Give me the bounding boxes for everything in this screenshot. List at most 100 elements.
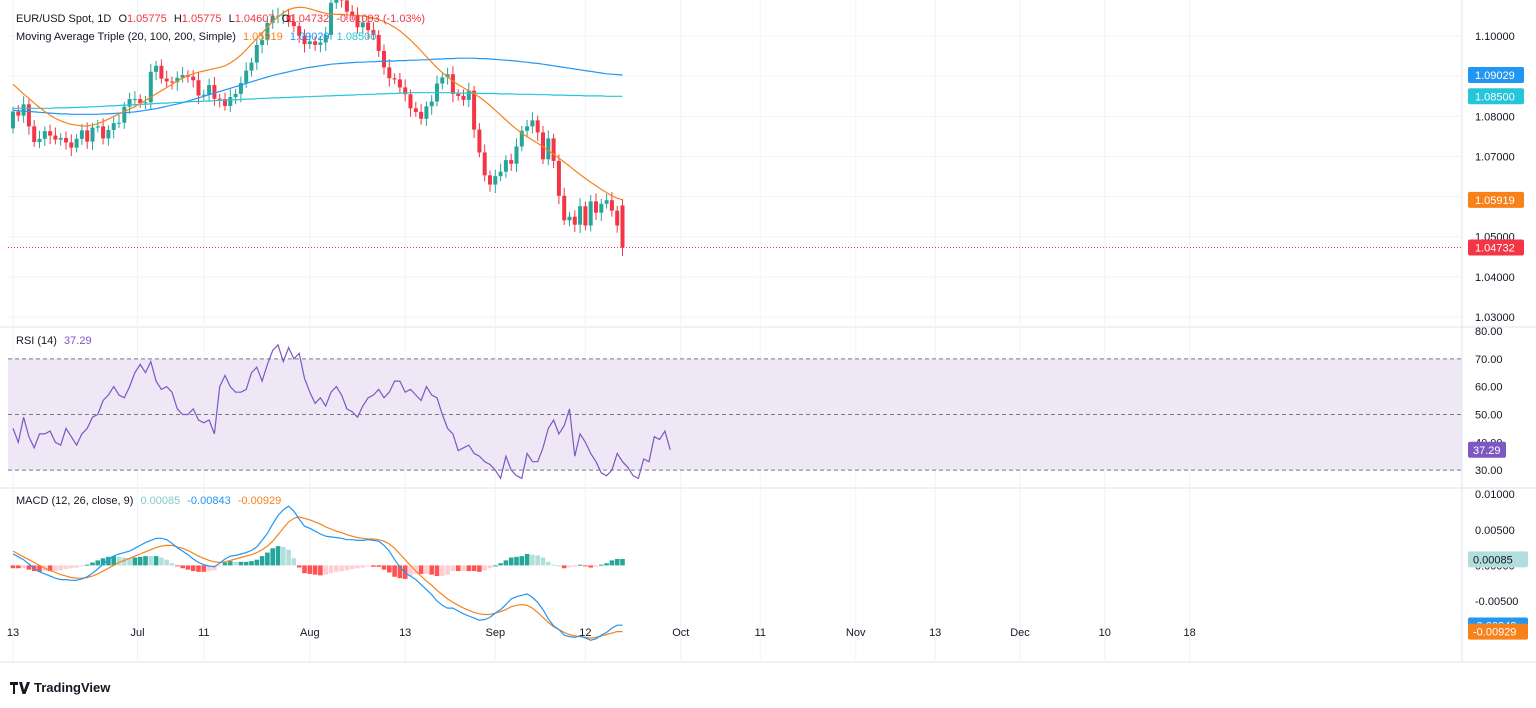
price-badge-label: 1.05919 (1475, 195, 1515, 207)
candle-body (456, 94, 460, 96)
macd-histogram-bar (334, 565, 339, 571)
macd-signal-badge-label: -0.00929 (1473, 627, 1516, 639)
tradingview-logo[interactable]: TradingView (10, 680, 110, 695)
close-label: C (282, 13, 290, 25)
macd-histogram-bar (260, 556, 265, 565)
macd-histogram-bar (164, 560, 169, 566)
open-value: 1.05775 (127, 13, 167, 25)
macd-histogram-bar (382, 565, 387, 569)
candle-body (515, 146, 519, 163)
macd-histogram-bar (180, 565, 185, 568)
candle-body (488, 175, 492, 184)
macd-histogram-bar (541, 558, 546, 566)
candle-body (583, 206, 587, 225)
x-tick-label: Aug (300, 627, 320, 639)
ma20-value: 1.05919 (243, 31, 283, 43)
macd-histogram-bar (69, 565, 74, 568)
candle-body (53, 136, 57, 140)
macd-histogram-bar (546, 562, 551, 566)
ma-title: Moving Average Triple (20, 100, 200, Sim… (16, 31, 236, 43)
rsi-tick-label: 60.00 (1475, 382, 1503, 394)
macd-histogram-bar (170, 563, 175, 565)
macd-histogram-bar (117, 557, 122, 566)
macd-histogram-bar (255, 560, 260, 566)
candle-body (477, 130, 481, 153)
macd-histogram-bar (557, 565, 562, 566)
macd-histogram-bar (143, 556, 148, 565)
ma-legend: Moving Average Triple (20, 100, 200, Sim… (16, 30, 380, 44)
candle-body (96, 126, 100, 127)
macd-histogram-bar (313, 565, 318, 574)
macd-pane (11, 506, 625, 640)
candle-body (101, 126, 105, 138)
macd-histogram-bar (588, 565, 593, 567)
macd-histogram-bar (350, 565, 355, 569)
candle-body (462, 96, 466, 100)
candle-body (228, 97, 232, 106)
macd-histogram-bar (85, 565, 90, 566)
macd-histogram-bar (520, 556, 525, 565)
macd-histogram-bar (573, 565, 578, 566)
macd-histogram-bar (80, 565, 85, 566)
candle-body (64, 138, 68, 142)
price-badge-label: 1.04732 (1475, 242, 1515, 254)
macd-histogram-bar (239, 562, 244, 566)
x-tick-label: Nov (846, 627, 866, 639)
candle-body (212, 85, 216, 99)
macd-histogram-bar (191, 565, 196, 571)
macd-histogram-bar (244, 562, 249, 566)
candle-body (525, 126, 529, 130)
candle-body (419, 112, 423, 119)
macd-histogram-bar (90, 563, 95, 566)
macd-histogram-bar (583, 565, 588, 566)
macd-histogram-bar (286, 550, 291, 566)
x-tick-label: 13 (929, 627, 941, 639)
macd-histogram-bar (594, 565, 599, 566)
candle-body (69, 142, 73, 147)
candle-body (32, 126, 36, 142)
candle-body (568, 217, 572, 221)
candle-body (16, 112, 20, 116)
candle-body (499, 172, 503, 176)
high-label: H (174, 13, 182, 25)
candle-body (144, 102, 148, 103)
candle-body (562, 196, 566, 220)
macd-histogram-bar (159, 558, 164, 566)
candle-body (117, 123, 121, 124)
candle-body (472, 91, 476, 130)
macd-line-value: -0.00843 (187, 495, 230, 507)
candle-body (414, 108, 418, 112)
macd-histogram-bar (482, 565, 487, 570)
x-tick-label: 10 (1099, 627, 1111, 639)
macd-histogram-bar (138, 557, 143, 566)
macd-histogram-bar (323, 565, 328, 574)
candle-body (382, 51, 386, 67)
macd-line (13, 506, 623, 640)
macd-histogram-bar (297, 565, 302, 567)
macd-histogram-bar (175, 565, 180, 566)
macd-histogram-bar (509, 558, 514, 566)
rsi-pane (8, 345, 1462, 479)
macd-histogram-bar (217, 565, 222, 566)
candle-body (22, 104, 26, 115)
x-tick-label: 18 (1183, 627, 1195, 639)
macd-histogram-bar (21, 565, 26, 568)
candle-body (599, 204, 603, 213)
macd-histogram-bar (196, 565, 201, 571)
macd-histogram-bar (16, 565, 21, 568)
macd-histogram-bar (74, 565, 79, 567)
candle-body (334, 0, 338, 3)
macd-histogram-bar (292, 558, 297, 565)
macd-histogram-bar (308, 565, 313, 574)
price-badge-label: 1.08500 (1475, 91, 1515, 103)
macd-histogram-bar (329, 565, 334, 573)
candle-body (170, 81, 174, 82)
macd-histogram-bar (599, 565, 604, 566)
candle-body (430, 102, 434, 107)
candle-body (451, 74, 455, 94)
macd-histogram-bar (233, 562, 238, 566)
candle-body (398, 79, 402, 87)
macd-histogram-bar (504, 560, 509, 565)
